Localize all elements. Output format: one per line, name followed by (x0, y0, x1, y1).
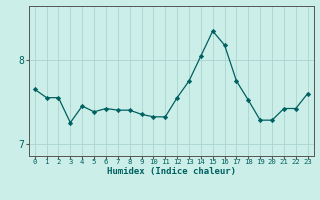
X-axis label: Humidex (Indice chaleur): Humidex (Indice chaleur) (107, 167, 236, 176)
